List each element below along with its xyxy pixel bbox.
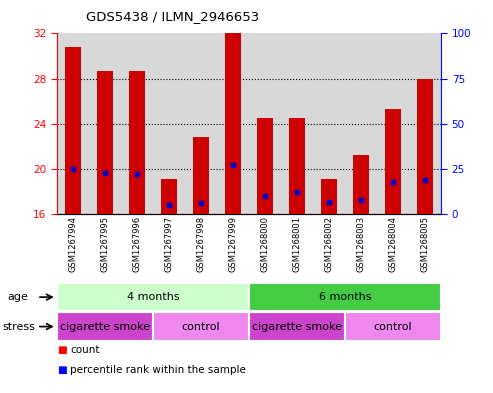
Bar [313, 33, 345, 214]
Bar [281, 33, 313, 214]
Bar [89, 33, 121, 214]
Bar [257, 118, 273, 214]
Text: age: age [7, 292, 28, 302]
Text: cigarette smoke: cigarette smoke [252, 321, 342, 332]
Bar [57, 312, 153, 341]
Text: ■: ■ [57, 345, 67, 354]
Bar [409, 33, 441, 214]
Text: control: control [181, 321, 220, 332]
Bar [153, 33, 185, 214]
Bar [249, 33, 281, 214]
Text: cigarette smoke: cigarette smoke [60, 321, 150, 332]
Bar [249, 33, 281, 214]
Bar [193, 137, 209, 214]
Bar [129, 71, 145, 214]
Text: count: count [70, 345, 100, 354]
Text: 6 months: 6 months [319, 292, 371, 302]
Bar [217, 33, 249, 214]
Text: ■: ■ [57, 365, 67, 375]
Bar [97, 71, 113, 214]
Bar [313, 33, 345, 214]
Bar [65, 47, 81, 214]
Bar [121, 33, 153, 214]
Bar [249, 283, 441, 311]
Bar [353, 155, 369, 214]
Bar [225, 33, 241, 214]
Bar [385, 109, 401, 214]
Bar [153, 33, 185, 214]
Text: 4 months: 4 months [127, 292, 179, 302]
Bar [57, 33, 89, 214]
Bar [417, 79, 433, 214]
Bar [377, 33, 409, 214]
Bar [153, 312, 249, 341]
Bar [57, 283, 249, 311]
Bar [185, 33, 217, 214]
Text: GDS5438 / ILMN_2946653: GDS5438 / ILMN_2946653 [86, 10, 259, 23]
Bar [377, 33, 409, 214]
Bar [217, 33, 249, 214]
Bar [89, 33, 121, 214]
Text: stress: stress [2, 321, 35, 332]
Bar [345, 33, 377, 214]
Bar [161, 179, 177, 214]
Bar [409, 33, 441, 214]
Bar [185, 33, 217, 214]
Bar [345, 33, 377, 214]
Bar [281, 33, 313, 214]
Bar [289, 118, 305, 214]
Bar [249, 312, 345, 341]
Bar [121, 33, 153, 214]
Text: control: control [374, 321, 413, 332]
Text: percentile rank within the sample: percentile rank within the sample [70, 365, 246, 375]
Bar [57, 33, 89, 214]
Bar [321, 179, 337, 214]
Bar [345, 312, 441, 341]
